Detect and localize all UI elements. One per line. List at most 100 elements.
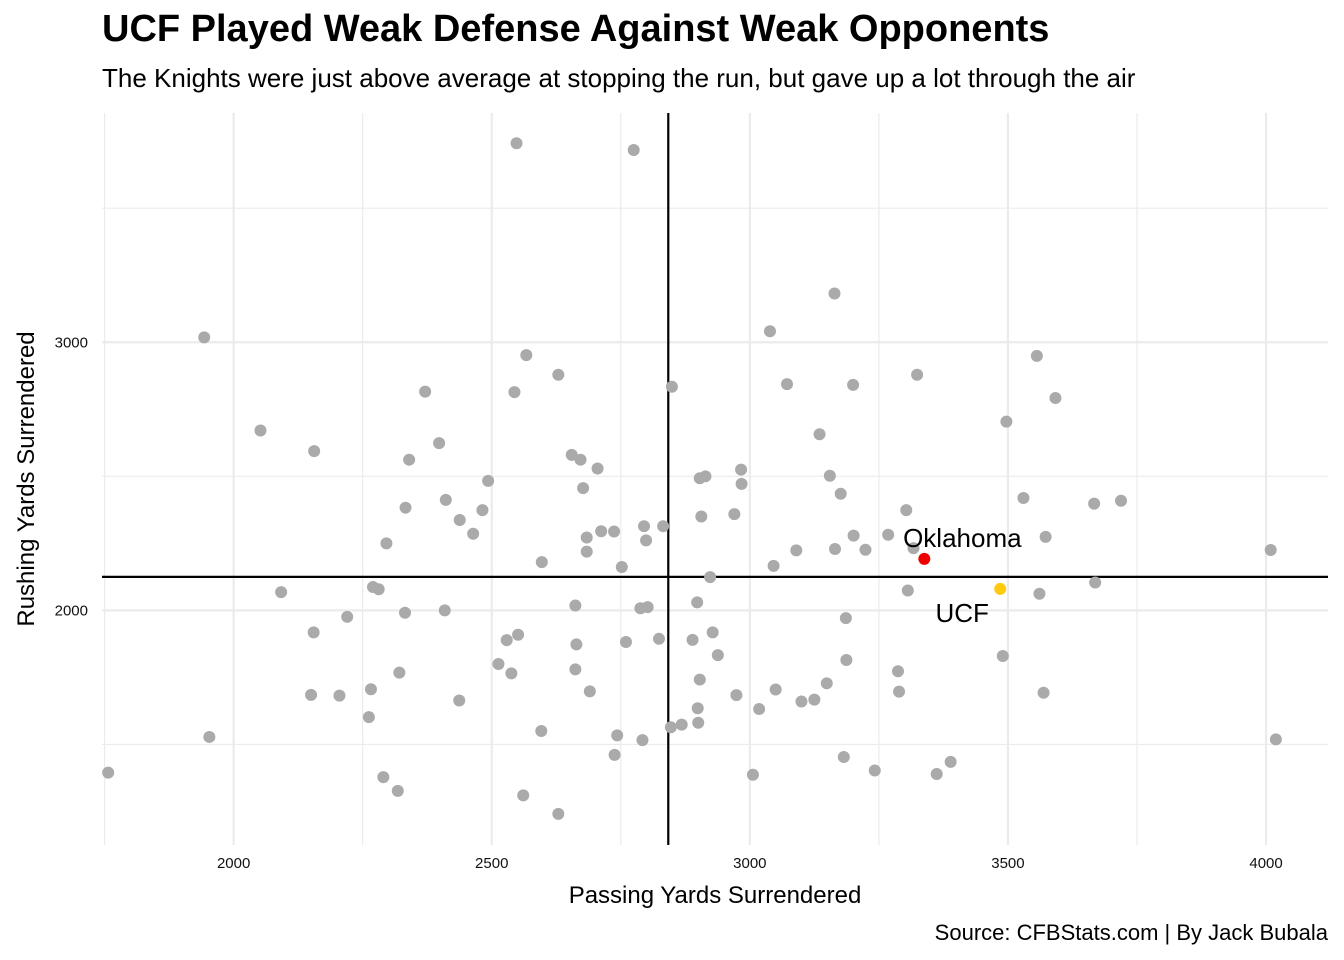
data-point [305,688,318,701]
data-point [254,424,267,437]
data-point [1017,492,1030,505]
data-point [580,545,593,558]
data-point [482,474,495,487]
data-point [763,325,776,338]
data-point [608,748,621,761]
data-point [695,510,708,523]
data-point [640,534,653,547]
data-point [574,453,587,466]
data-point [1037,686,1050,699]
data-point [1030,349,1043,362]
data-point [500,634,513,647]
data-point [665,380,678,393]
data-point [198,331,211,344]
data-point [391,784,404,797]
data-point [308,445,321,458]
data-point [275,586,288,599]
data-point [1089,576,1102,589]
x-axis-title: Passing Yards Surrendered [569,882,862,909]
tick-labels: 2000 2500 3000 3500 4000 2000 3000 [55,334,1283,872]
data-point [847,378,860,391]
data-point [790,544,803,557]
data-point [859,543,872,556]
data-point [569,663,582,676]
data-point [753,703,766,716]
data-point [583,685,596,698]
data-point [552,807,565,820]
data-point [393,666,406,679]
data-point [686,633,699,646]
data-point [893,685,906,698]
data-point [467,527,480,540]
data-point [433,437,446,450]
data-point [930,767,943,780]
data-point [711,649,724,662]
data-point [512,628,525,641]
data-point [453,694,466,707]
data-point [900,504,913,517]
x-tick-label: 2500 [475,855,508,872]
data-point [735,463,748,476]
data-point [611,729,624,742]
data-point [652,632,665,645]
data-point [1033,587,1046,600]
data-point [706,626,719,639]
data-point [453,514,466,527]
data-point [693,673,706,686]
data-point [808,693,821,706]
data-point [735,477,748,490]
data-point [565,448,578,461]
x-tick-label: 3000 [733,855,766,872]
ucf-point [994,582,1007,595]
x-tick-label: 4000 [1249,855,1282,872]
data-point [823,469,836,482]
data-point [781,378,794,391]
data-point [891,665,904,678]
ucf-label: UCF [935,598,988,628]
data-point [868,764,881,777]
data-points [102,137,1282,820]
data-point [476,504,489,517]
data-point [657,520,670,533]
data-point [520,349,533,362]
y-tick-label: 2000 [55,602,88,619]
data-point [399,606,412,619]
data-point [508,386,521,399]
data-point [438,604,451,617]
data-point [580,531,593,544]
data-point [911,368,924,381]
data-point [203,730,216,743]
data-point [595,525,608,538]
data-point [615,560,628,573]
data-point [820,677,833,690]
data-point [769,683,782,696]
source-caption: Source: CFBStats.com | By Jack Bubala [934,920,1328,945]
data-point [341,610,354,623]
data-point [377,771,390,784]
data-point [1264,544,1277,557]
oklahoma-label: Oklahoma [903,523,1022,553]
data-point [675,718,688,731]
chart-title: UCF Played Weak Defense Against Weak Opp… [102,8,1050,50]
data-point [944,755,957,768]
data-point [704,571,717,584]
data-point [380,537,393,550]
data-point [102,766,115,779]
data-point [795,695,808,708]
data-point [535,556,548,569]
data-point [847,529,860,542]
data-point [636,734,649,747]
data-point [307,626,320,639]
data-point [577,482,590,495]
data-point [767,559,780,572]
data-point [692,716,705,729]
x-tick-label: 3500 [991,855,1024,872]
highlighted-points: Oklahoma UCF [903,523,1022,628]
data-point [699,470,712,483]
data-point [552,368,565,381]
data-point [996,649,1009,662]
data-point [829,542,842,555]
oklahoma-point [918,552,931,565]
data-point [403,453,416,466]
